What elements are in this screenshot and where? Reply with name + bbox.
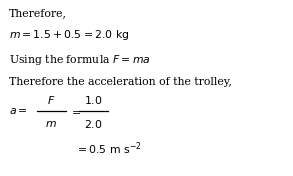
Text: Using the formula $F = ma$: Using the formula $F = ma$ — [9, 53, 150, 67]
Text: $= 0.5\ \mathrm{m\ s^{-2}}$: $= 0.5\ \mathrm{m\ s^{-2}}$ — [75, 140, 141, 157]
Text: $m$: $m$ — [45, 119, 57, 129]
Text: Therefore the acceleration of the trolley,: Therefore the acceleration of the trolle… — [9, 77, 232, 87]
Text: $=$: $=$ — [69, 106, 81, 116]
Text: $a =$: $a =$ — [9, 106, 28, 116]
Text: $2.0$: $2.0$ — [84, 118, 103, 130]
Text: $1.0$: $1.0$ — [84, 94, 103, 106]
Text: $F$: $F$ — [47, 94, 55, 106]
Text: Therefore,: Therefore, — [9, 8, 67, 18]
Text: $m = 1.5 + 0.5 = 2.0\ \mathrm{kg}$: $m = 1.5 + 0.5 = 2.0\ \mathrm{kg}$ — [9, 28, 129, 42]
